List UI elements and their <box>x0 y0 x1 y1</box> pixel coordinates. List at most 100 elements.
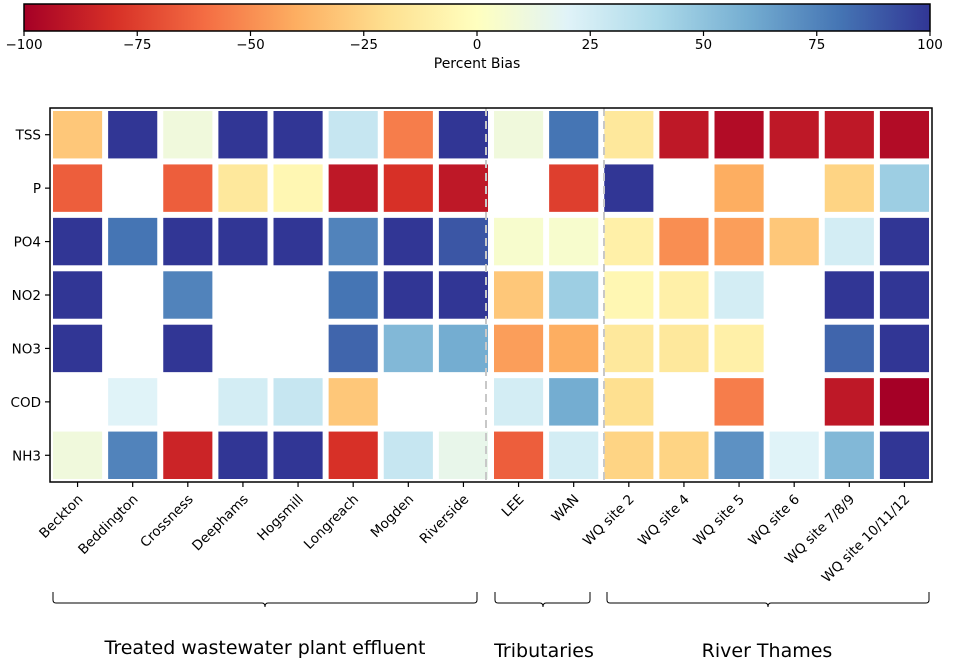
heatmap-cell-nh3-longreach <box>328 431 378 479</box>
heatmap-cell-no3-wq-site-7-8-9 <box>824 324 874 373</box>
heatmap-cell-no2-wq-site-5 <box>714 271 764 319</box>
heatmap-cell-no2-riverside <box>438 271 489 319</box>
heatmap-cell-no2-wq-site-4 <box>659 271 709 319</box>
heatmap-cell-p-longreach <box>328 164 378 212</box>
heatmap-cell-no3-lee <box>494 324 544 373</box>
group-label-treated-wastewater: Treated wastewater plant effluent <box>104 637 426 659</box>
heatmap-cell-nh3-wq-site-5 <box>714 431 764 479</box>
column-label-wan: WAN <box>549 492 583 526</box>
heatmap-cell-tss-wq-site-5 <box>714 111 764 159</box>
heatmap-cell-cod-wq-site-10-11-12 <box>879 378 930 426</box>
column-label-crossness: Crossness <box>137 492 196 551</box>
heatmap-cell-tss-mogden <box>383 111 433 159</box>
row-label-nh3: NH3 <box>12 448 41 464</box>
column-label-longreach: Longreach <box>301 492 362 553</box>
colorbar-tick-label: 25 <box>582 37 599 53</box>
row-label-tss: TSS <box>15 128 41 144</box>
heatmap-cell-nh3-wq-site-10-11-12 <box>879 431 930 479</box>
heatmap-cell-cod-beddington <box>108 378 158 426</box>
heatmap-cell-tss-beddington <box>108 111 158 159</box>
heatmap-cell-po4-lee <box>494 217 544 266</box>
column-label-wq-site-5: WQ site 5 <box>690 492 748 550</box>
heatmap-cell-no2-longreach <box>328 271 378 319</box>
heatmap-cell-nh3-riverside <box>438 431 489 479</box>
heatmap-cell-no3-wq-site-4 <box>659 324 709 373</box>
heatmap-cell-po4-longreach <box>328 217 378 266</box>
heatmap-cell-nh3-deephams <box>218 431 268 479</box>
heatmap-cell-no3-wq-site-2 <box>604 324 654 373</box>
heatmap-cell-nh3-beddington <box>108 431 158 479</box>
brace-tributaries <box>494 592 591 608</box>
column-label-beddington: Beddington <box>75 492 141 558</box>
heatmap-cell-cod-lee <box>494 378 544 426</box>
heatmap-cell-cod-wq-site-7-8-9 <box>824 378 874 426</box>
heatmap-cell-tss-hogsmill <box>273 111 323 159</box>
heatmap-cell-po4-wan <box>549 217 599 266</box>
group-label-river-thames: River Thames <box>702 640 833 662</box>
heatmap-cell-p-wq-site-2 <box>604 164 654 212</box>
heatmap-cell-tss-lee <box>494 111 544 159</box>
row-label-cod: COD <box>11 395 41 411</box>
colorbar-gradient <box>23 3 931 32</box>
brace-river-thames <box>606 592 930 608</box>
row-label-p: P <box>33 181 41 197</box>
heatmap-cell-no3-riverside <box>438 324 489 373</box>
heatmap-cell-po4-beckton <box>53 217 103 266</box>
heatmap-cell-no2-wq-site-7-8-9 <box>824 271 874 319</box>
column-label-wq-site-2: WQ site 2 <box>580 492 638 550</box>
heatmap-cell-cod-wq-site-5 <box>714 378 764 426</box>
heatmap-cell-po4-riverside <box>438 217 489 266</box>
heatmap-cell-nh3-wq-site-2 <box>604 431 654 479</box>
heatmap-cell-p-crossness <box>163 164 213 212</box>
heatmap-cells <box>53 111 930 479</box>
row-label-no2: NO2 <box>12 288 41 304</box>
heatmap-cell-po4-wq-site-10-11-12 <box>879 217 930 266</box>
heatmap-cell-no2-wan <box>549 271 599 319</box>
colorbar-ticks: −100 −75 −50 −25 0 25 50 75 100 <box>5 31 943 53</box>
heatmap-cell-cod-wq-site-2 <box>604 378 654 426</box>
heatmap-cell-po4-wq-site-7-8-9 <box>824 217 874 266</box>
heatmap-cell-nh3-crossness <box>163 431 213 479</box>
heatmap-cell-cod-hogsmill <box>273 378 323 426</box>
heatmap-cell-po4-wq-site-4 <box>659 217 709 266</box>
heatmap-cell-tss-riverside <box>438 111 489 159</box>
heatmap-cell-tss-longreach <box>328 111 378 159</box>
heatmap-cell-p-wq-site-7-8-9 <box>824 164 874 212</box>
heatmap-cell-po4-wq-site-2 <box>604 217 654 266</box>
row-labels: TSS P PO4 NO2 NO3 COD NH3 <box>11 128 50 464</box>
column-label-lee: LEE <box>499 492 528 521</box>
heatmap-cell-no3-crossness <box>163 324 213 373</box>
heatmap-cell-tss-wq-site-10-11-12 <box>879 111 930 159</box>
heatmap-cell-po4-deephams <box>218 217 268 266</box>
heatmap-cell-nh3-wq-site-6 <box>769 431 819 479</box>
heatmap-cell-po4-crossness <box>163 217 213 266</box>
heatmap-cell-no3-wan <box>549 324 599 373</box>
heatmap-cell-tss-deephams <box>218 111 268 159</box>
colorbar-tick-label: −25 <box>350 37 379 53</box>
heatmap-cell-nh3-beckton <box>53 431 103 479</box>
colorbar-tick-label: 50 <box>695 37 712 53</box>
heatmap-cell-no3-longreach <box>328 324 378 373</box>
column-label-beckton: Beckton <box>36 492 86 542</box>
heatmap-cell-p-wq-site-10-11-12 <box>879 164 930 212</box>
heatmap-cell-tss-wq-site-4 <box>659 111 709 159</box>
colorbar-tick-label: 100 <box>917 37 943 53</box>
heatmap-cell-no3-wq-site-10-11-12 <box>879 324 930 373</box>
heatmap-cell-cod-deephams <box>218 378 268 426</box>
heatmap-cell-p-mogden <box>383 164 433 212</box>
heatmap-cell-nh3-hogsmill <box>273 431 323 479</box>
heatmap-cell-no2-beckton <box>53 271 103 319</box>
heatmap-cell-tss-wan <box>549 111 599 159</box>
heatmap-cell-po4-mogden <box>383 217 433 266</box>
heatmap-cell-nh3-mogden <box>383 431 433 479</box>
heatmap-cell-no3-wq-site-5 <box>714 324 764 373</box>
heatmap-cell-nh3-wq-site-4 <box>659 431 709 479</box>
heatmap-cell-po4-wq-site-6 <box>769 217 819 266</box>
heatmap-cell-tss-beckton <box>53 111 103 159</box>
column-label-riverside: Riverside <box>417 492 473 548</box>
row-label-po4: PO4 <box>14 235 41 251</box>
colorbar-tick-label: −75 <box>123 37 152 53</box>
group-braces: Treated wastewater plant effluent Tribut… <box>52 592 930 662</box>
